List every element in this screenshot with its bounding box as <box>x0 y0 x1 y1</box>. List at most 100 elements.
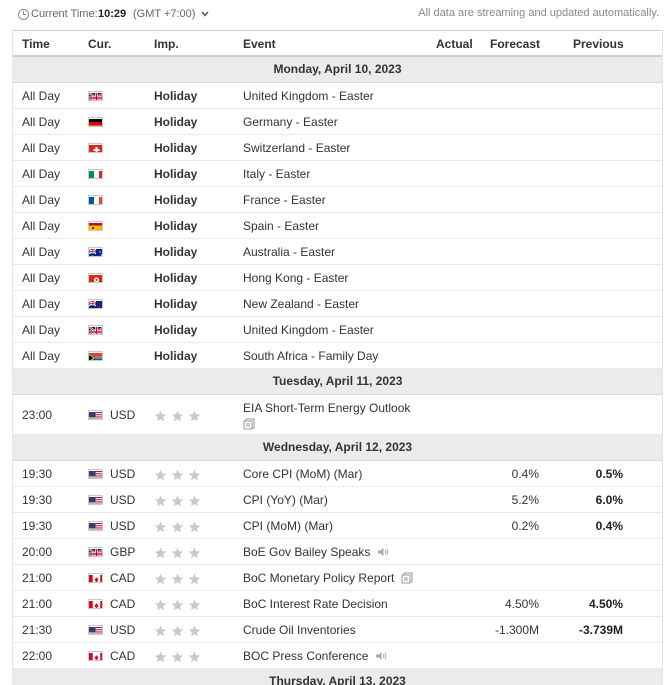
event-name[interactable]: Core CPI (MoM) (Mar) <box>243 467 363 481</box>
table-row[interactable]: 21:00 CAD BoC Interest Rate Decision 4.50% 4… <box>13 591 662 617</box>
economic-calendar-table: Time Cur. Imp. Event Actual Forecast Pre… <box>12 30 663 685</box>
event-name[interactable]: South Africa - Family Day <box>243 349 379 363</box>
table-row[interactable]: 19:30 USD CPI (YoY) (Mar) 5.2% 6.0% <box>13 487 662 513</box>
event-name[interactable]: CPI (YoY) (Mar) <box>243 493 328 507</box>
table-row[interactable]: All Day Holiday Italy - Easter <box>13 161 662 187</box>
event-currency: CAD <box>110 571 136 585</box>
table-row[interactable]: 19:30 USD Core CPI (MoM) (Mar) 0.4% 0.5% <box>13 461 662 487</box>
event-importance: Holiday <box>154 349 198 363</box>
table-row[interactable]: 20:00 GBP BoE Gov Bailey Speaks <box>13 539 662 565</box>
event-name[interactable]: Hong Kong - Easter <box>243 271 349 285</box>
table-row[interactable]: All Day Holiday Hong Kong - Easter <box>13 265 662 291</box>
event-currency: GBP <box>110 545 136 559</box>
event-time: 21:30 <box>22 623 53 637</box>
event-currency: USD <box>110 467 136 481</box>
table-row[interactable]: All Day Holiday Switzerland - Easter <box>13 135 662 161</box>
table-row[interactable]: All Day Holiday Spain - Easter <box>13 213 662 239</box>
event-time: All Day <box>22 323 61 337</box>
column-header-actual: Actual <box>436 37 473 51</box>
table-row[interactable]: 19:30 USD CPI (MoM) (Mar) 0.2% 0.4% <box>13 513 662 539</box>
event-time: All Day <box>22 89 61 103</box>
event-forecast: 0.4% <box>511 467 539 481</box>
event-name[interactable]: Crude Oil Inventories <box>243 623 356 637</box>
speaker-icon[interactable] <box>375 650 387 662</box>
event-time: 19:30 <box>22 519 53 533</box>
event-time: All Day <box>22 115 61 129</box>
event-importance: Holiday <box>154 193 198 207</box>
flag-hk-icon <box>88 273 103 283</box>
event-name[interactable]: United Kingdom - Easter <box>243 89 374 103</box>
importance-stars <box>154 573 206 585</box>
importance-stars <box>154 469 206 481</box>
event-name[interactable]: BoC Interest Rate Decision <box>243 597 388 611</box>
event-previous: 6.0% <box>595 493 623 507</box>
column-header-time: Time <box>22 37 50 51</box>
event-importance: Holiday <box>154 245 198 259</box>
event-name[interactable]: Germany - Easter <box>243 115 338 129</box>
event-time: All Day <box>22 297 61 311</box>
table-row[interactable]: All Day Holiday New Zealand - Easter <box>13 291 662 317</box>
flag-fr-icon <box>88 195 103 205</box>
day-header: Wednesday, April 12, 2023 <box>13 435 662 461</box>
event-name[interactable]: BoE Gov Bailey Speaks <box>243 545 371 559</box>
table-row[interactable]: 21:30 USD Crude Oil Inventories -1.300M -3.7… <box>13 617 662 643</box>
event-time: All Day <box>22 349 61 363</box>
event-name[interactable]: Spain - Easter <box>243 219 320 233</box>
event-name[interactable]: France - Easter <box>243 193 326 207</box>
event-currency: USD <box>110 519 136 533</box>
importance-stars <box>154 521 206 533</box>
flag-us-icon <box>88 469 103 479</box>
event-time: All Day <box>22 245 61 259</box>
event-name[interactable]: Italy - Easter <box>243 167 311 181</box>
event-name[interactable]: EIA Short-Term Energy Outlook <box>243 401 411 415</box>
document-icon[interactable] <box>401 572 413 584</box>
importance-stars <box>154 547 206 559</box>
event-name[interactable]: Switzerland - Easter <box>243 141 351 155</box>
event-name[interactable]: United Kingdom - Easter <box>243 323 374 337</box>
table-row[interactable]: All Day Holiday France - Easter <box>13 187 662 213</box>
column-header-importance: Imp. <box>154 37 179 51</box>
event-time: All Day <box>22 193 61 207</box>
table-row[interactable]: 21:00 CAD BoC Monetary Policy Report <box>13 565 662 591</box>
flag-ca-icon <box>88 573 103 583</box>
flag-us-icon <box>88 495 103 505</box>
clock-icon <box>18 9 29 20</box>
event-importance: Holiday <box>154 141 198 155</box>
importance-stars <box>154 625 206 637</box>
table-row[interactable]: All Day Holiday South Africa - Family Day <box>13 343 662 369</box>
flag-za-icon <box>88 351 103 361</box>
event-importance: Holiday <box>154 219 198 233</box>
table-row[interactable]: All Day Holiday Germany - Easter <box>13 109 662 135</box>
day-header: Monday, April 10, 2023 <box>13 57 662 83</box>
event-time: All Day <box>22 219 61 233</box>
event-name[interactable]: Australia - Easter <box>243 245 336 259</box>
flag-it-icon <box>88 169 103 179</box>
event-time: 19:30 <box>22 493 53 507</box>
flag-ca-icon <box>88 599 103 609</box>
event-previous: -3.739M <box>578 623 623 637</box>
event-time: All Day <box>22 167 61 181</box>
importance-stars <box>154 495 206 507</box>
event-forecast: -1.300M <box>494 623 539 637</box>
speaker-icon[interactable] <box>377 546 389 558</box>
event-forecast: 4.50% <box>504 597 539 611</box>
event-name[interactable]: BOC Press Conference <box>243 649 369 663</box>
table-row[interactable]: All Day Holiday United Kingdom - Easter <box>13 83 662 109</box>
flag-us-icon <box>88 521 103 531</box>
event-currency: CAD <box>110 649 136 663</box>
event-time: 21:00 <box>22 571 53 585</box>
event-name[interactable]: BoC Monetary Policy Report <box>243 571 395 585</box>
table-row[interactable]: 22:00 CAD BOC Press Conference <box>13 643 662 669</box>
timezone-selector[interactable]: (GMT +7:00) <box>133 8 196 20</box>
table-row[interactable]: All Day Holiday United Kingdom - Easter <box>13 317 662 343</box>
event-name[interactable]: CPI (MoM) (Mar) <box>243 519 333 533</box>
document-icon[interactable] <box>243 418 255 430</box>
event-name[interactable]: New Zealand - Easter <box>243 297 360 311</box>
flag-au-icon <box>88 247 103 257</box>
table-row[interactable]: 23:00 USD EIA Short-Term Energy Outlook <box>13 395 662 435</box>
importance-stars <box>154 651 206 663</box>
table-row[interactable]: All Day Holiday Australia - Easter <box>13 239 662 265</box>
table-body: Monday, April 10, 2023 All Day Holiday Unit… <box>13 57 662 685</box>
flag-es-icon <box>88 221 103 231</box>
chevron-down-icon[interactable] <box>201 10 209 18</box>
